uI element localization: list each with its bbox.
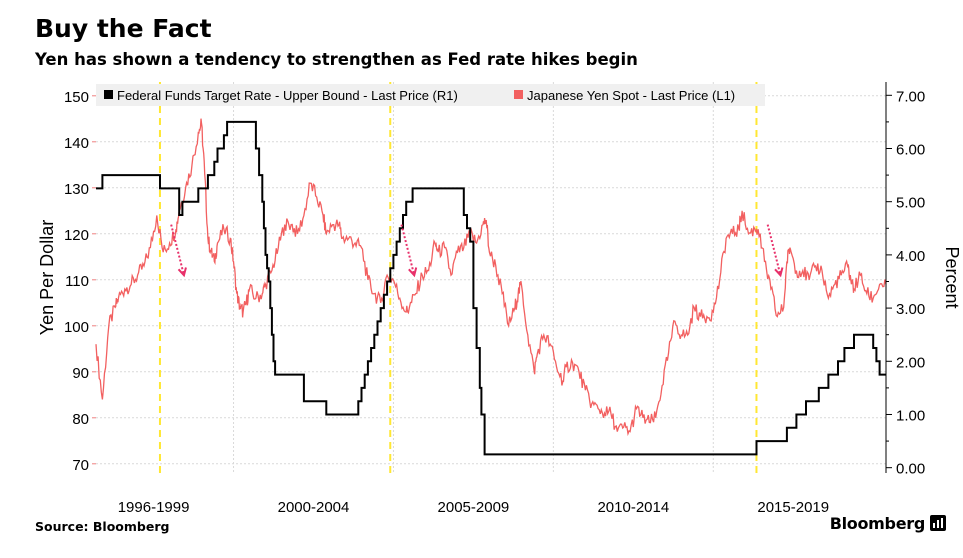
down-arrow-head	[774, 267, 784, 278]
y-right-tick-label: 0.00	[896, 461, 925, 478]
x-tick-label: 2000-2004	[278, 499, 350, 516]
y-right-tick-label: 3.00	[896, 301, 925, 318]
chart-subtitle: Yen has shown a tendency to strengthen a…	[35, 50, 638, 69]
y-left-tick-label: 70	[72, 457, 89, 474]
y-left-tick-label: 110	[65, 273, 89, 290]
down-arrow-head	[177, 267, 187, 278]
y-right-tick-label: 2.00	[896, 354, 925, 371]
y-right-tick-label: 5.00	[896, 195, 925, 212]
y-right-tick-label: 6.00	[896, 141, 925, 158]
y-left-tick-label: 80	[72, 411, 89, 428]
x-tick-label: 2010-2014	[597, 499, 669, 516]
fed-funds-series-line	[96, 120, 886, 456]
arrows	[170, 224, 784, 278]
legend-label: Federal Funds Target Rate - Upper Bound …	[117, 88, 458, 103]
y-left-tick-label: 130	[64, 181, 89, 198]
legend-label: Japanese Yen Spot - Last Price (L1)	[527, 88, 735, 103]
down-arrow-shaft	[170, 224, 185, 276]
y-left-tick-label: 90	[72, 365, 89, 382]
y-left-tick-label: 100	[64, 319, 89, 336]
legend-swatch-fed	[104, 90, 113, 99]
y-right-tick-label: 4.00	[896, 248, 925, 265]
y-left-tick-label: 120	[64, 227, 89, 244]
y-right-tick-label: 7.00	[896, 88, 925, 105]
x-tick-label: 2005-2009	[438, 499, 510, 516]
down-arrow-shaft	[766, 224, 782, 276]
y-right-axis-title: Percent	[942, 246, 962, 308]
bloomberg-terminal-icon	[930, 515, 946, 531]
gridlines	[96, 82, 886, 473]
chart-title: Buy the Fact	[35, 14, 212, 43]
legend-swatch-yen	[514, 90, 523, 99]
source-note: Source: Bloomberg	[35, 519, 170, 534]
legend-background	[96, 84, 765, 106]
legend: Federal Funds Target Rate - Upper Bound …	[96, 84, 765, 106]
y-left-tick-label: 150	[64, 89, 89, 106]
brand-logo: Bloomberg	[829, 514, 926, 533]
down-arrow-shaft	[400, 224, 416, 276]
down-arrow-head	[408, 267, 418, 278]
yen-series-line	[95, 118, 887, 437]
y-left-axis-title: Yen Per Dollar	[37, 220, 57, 335]
x-tick-label: 2015-2019	[757, 499, 829, 516]
y-right-tick-label: 1.00	[896, 407, 925, 424]
y-left-tick-label: 140	[64, 135, 89, 152]
x-tick-label: 1996-1999	[118, 499, 190, 516]
